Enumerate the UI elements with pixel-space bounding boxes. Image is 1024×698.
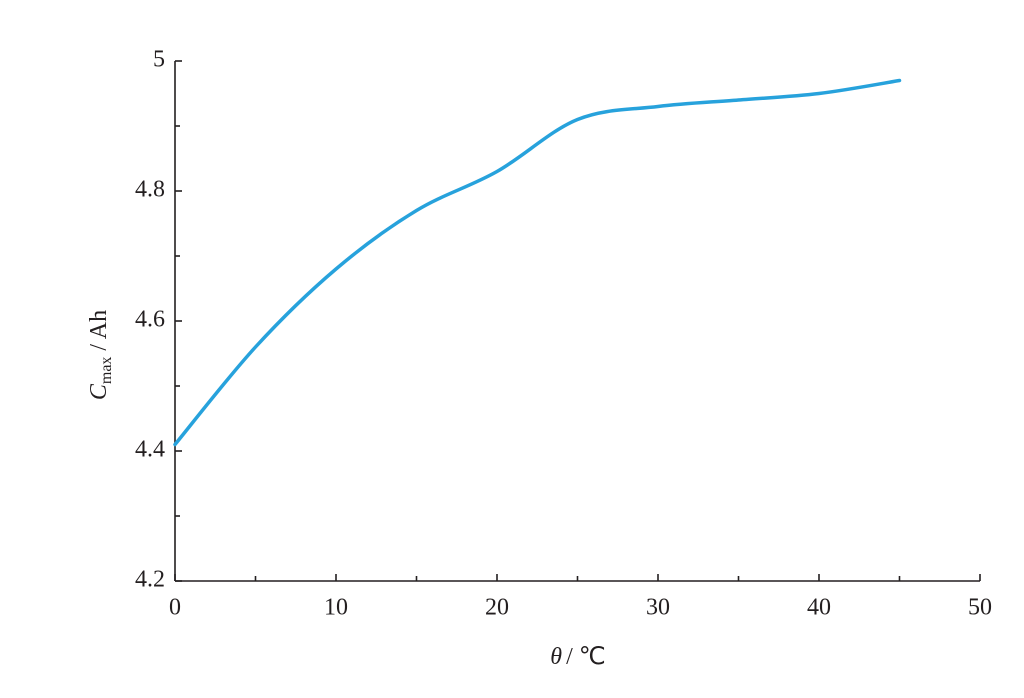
y-tick-label: 5 (153, 47, 165, 73)
y-axis-label: Cmax / Ah (86, 310, 115, 400)
y-tick-label: 4.2 (135, 567, 165, 593)
data-line (173, 78, 902, 447)
x-axis-label: θ / ℃ (550, 644, 605, 670)
x-tick-label: 30 (646, 595, 670, 621)
x-tick-label: 20 (485, 595, 509, 621)
x-label-symbol: θ (550, 644, 562, 670)
y-label-subscript: max (98, 357, 115, 385)
y-label-symbol: C (86, 383, 112, 400)
y-tick-label: 4.8 (135, 177, 165, 203)
y-tick-label: 4.4 (135, 437, 165, 463)
x-tick-label: 10 (324, 595, 348, 621)
x-label-unit: / ℃ (566, 644, 606, 670)
y-label-unit: / Ah (86, 310, 112, 351)
x-tick-label: 0 (169, 595, 181, 621)
x-tick-label: 50 (968, 595, 992, 621)
y-tick-label: 4.6 (135, 307, 165, 333)
x-tick-label: 40 (807, 595, 831, 621)
